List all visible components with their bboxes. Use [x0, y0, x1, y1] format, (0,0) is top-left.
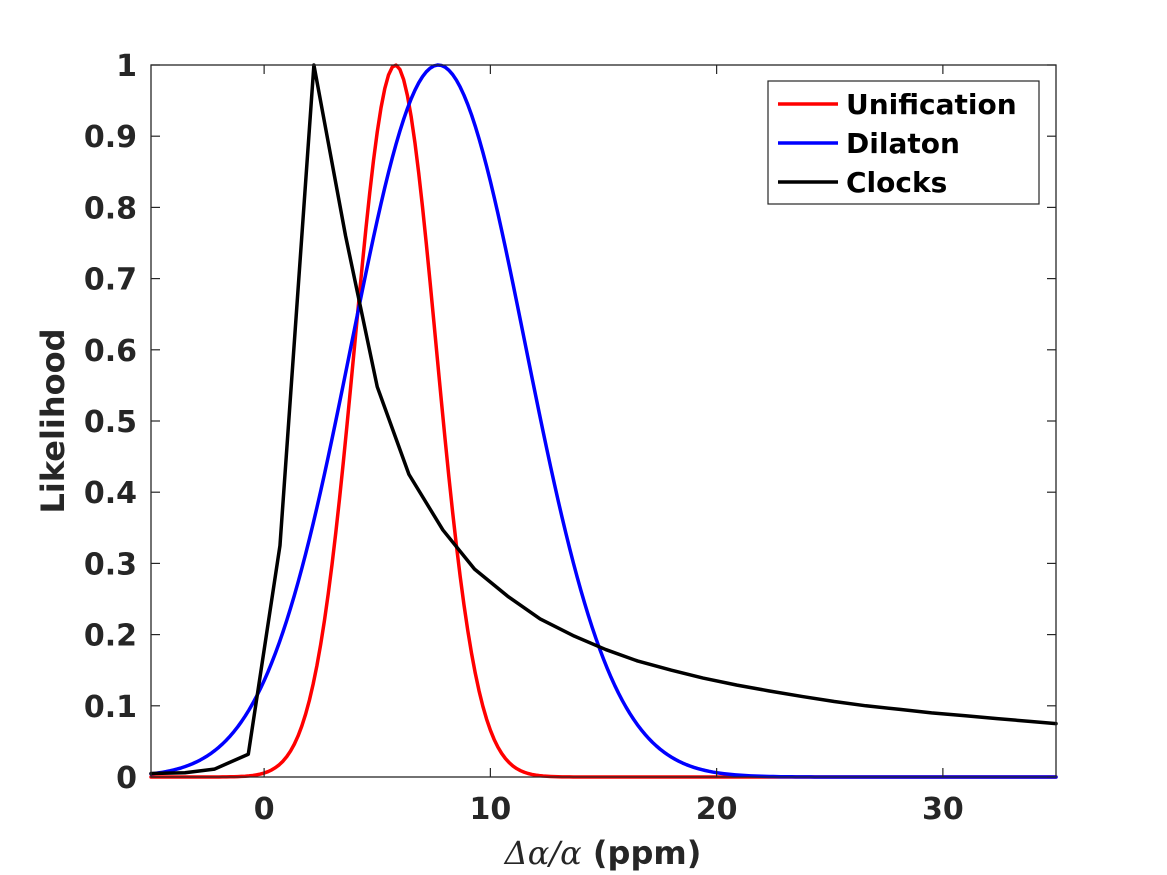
x-tick-label: 10 — [470, 792, 512, 827]
y-tick-label: 0.9 — [84, 120, 137, 155]
tick-layer: 0 10 20 30 0 0.1 0.2 0.3 0.4 0.5 0.6 0.7 0.8 0.9 1 — [84, 49, 1056, 827]
x-tick-label: 0 — [254, 792, 275, 827]
x-tick-label: 20 — [696, 792, 738, 827]
series-line-clocks — [149, 63, 1058, 776]
y-tick-label: 0.5 — [84, 405, 137, 440]
y-tick-label: 0 — [116, 761, 137, 796]
y-tick-label: 0.7 — [84, 263, 137, 298]
y-tick-label: 0.2 — [84, 619, 137, 654]
y-tick-label: 0.4 — [84, 476, 137, 511]
y-tick-label: 0.3 — [84, 547, 137, 582]
legend: Unification Dilaton Clocks — [767, 80, 1040, 205]
y-tick-label: 0.6 — [84, 334, 137, 369]
legend-label-dilaton: Dilaton — [846, 127, 960, 160]
legend-label-clocks: Clocks — [846, 166, 947, 199]
x-tick-label: 30 — [922, 792, 964, 827]
y-tick-label: 0.1 — [84, 690, 137, 725]
y-tick-label: 0.8 — [84, 191, 137, 226]
y-axis-label: Likelihood — [34, 328, 72, 513]
legend-label-unification: Unification — [846, 88, 1017, 121]
x-axis-label: Δα/α (ppm) — [503, 834, 702, 872]
y-tick-label: 1 — [116, 49, 137, 84]
